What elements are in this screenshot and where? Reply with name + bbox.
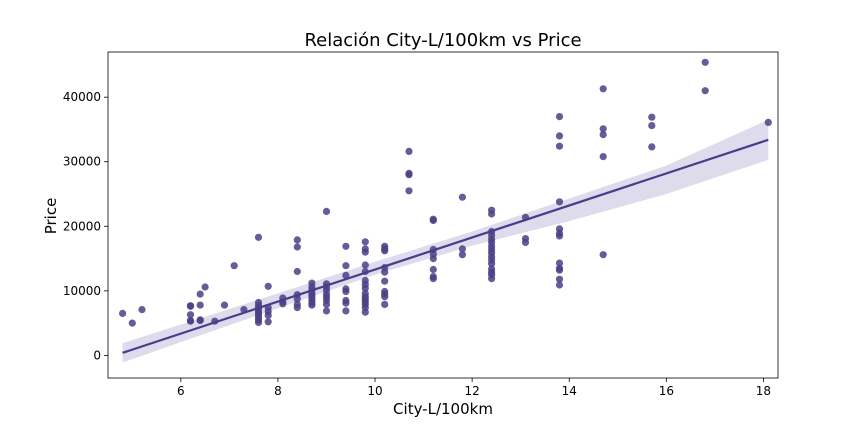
data-point: [488, 260, 496, 268]
data-point: [254, 233, 263, 241]
data-point: [555, 259, 564, 267]
data-point: [555, 266, 564, 274]
data-point: [555, 232, 564, 240]
x-tick-label: 14: [562, 384, 577, 398]
data-point: [342, 307, 350, 315]
data-point: [322, 307, 331, 315]
x-axis-ticks: 6 8 10 12 14 16 18: [177, 378, 771, 398]
data-point: [361, 238, 369, 246]
data-point: [599, 251, 607, 259]
data-point: [342, 242, 350, 250]
data-point: [458, 193, 466, 201]
data-point: [429, 255, 437, 263]
data-point: [458, 245, 466, 253]
data-point: [381, 300, 389, 308]
data-point: [254, 318, 263, 327]
data-point: [648, 143, 656, 151]
data-point: [293, 295, 301, 303]
data-point: [521, 238, 530, 246]
data-point: [201, 283, 209, 291]
data-point: [648, 122, 656, 130]
x-tick-label: 16: [659, 384, 674, 398]
data-point: [648, 113, 656, 121]
data-point: [381, 293, 389, 301]
data-point: [405, 187, 413, 195]
y-axis-ticks: 0 10000 20000 30000 40000: [63, 90, 108, 362]
data-point: [196, 316, 204, 325]
data-points-layer: [119, 58, 772, 327]
data-point: [381, 268, 389, 276]
data-point: [342, 287, 350, 296]
data-point: [381, 247, 389, 255]
data-point: [599, 125, 607, 133]
y-axis-label: Price: [42, 198, 60, 235]
x-tick-label: 6: [177, 384, 185, 398]
data-point: [555, 132, 564, 140]
y-tick-label: 40000: [63, 90, 101, 104]
y-tick-label: 0: [93, 348, 101, 362]
data-point: [381, 277, 389, 285]
data-point: [361, 261, 369, 269]
data-point: [264, 282, 272, 290]
data-point: [488, 275, 496, 283]
data-point: [322, 207, 331, 215]
data-point: [308, 301, 316, 309]
data-point: [599, 153, 607, 161]
data-point: [196, 290, 204, 298]
x-tick-label: 18: [756, 384, 771, 398]
data-point: [196, 301, 204, 309]
data-point: [599, 131, 607, 139]
data-point: [701, 87, 709, 95]
data-point: [230, 262, 238, 270]
data-point: [119, 309, 127, 317]
x-tick-label: 10: [367, 384, 382, 398]
x-axis-label: City-L/100km: [393, 400, 493, 418]
data-point: [322, 300, 331, 308]
y-tick-label: 30000: [63, 155, 101, 169]
data-point: [293, 236, 301, 244]
regression-line: [122, 138, 769, 354]
data-point: [555, 198, 564, 206]
regression-line-layer: [122, 138, 769, 354]
data-point: [764, 118, 772, 126]
plot-frame: [107, 51, 779, 379]
data-point: [128, 319, 136, 327]
data-point: [342, 271, 350, 279]
x-tick-label: 8: [274, 384, 282, 398]
data-point: [186, 302, 195, 310]
data-point: [186, 317, 195, 325]
data-point: [361, 308, 369, 316]
data-point: [186, 311, 195, 319]
data-point: [361, 248, 369, 256]
data-point: [293, 243, 301, 251]
data-point: [264, 318, 272, 326]
data-point: [555, 281, 564, 289]
data-point: [488, 210, 496, 218]
data-point: [293, 304, 301, 312]
data-point: [555, 142, 564, 150]
data-point: [405, 171, 413, 179]
data-point: [429, 275, 437, 283]
data-point: [429, 216, 437, 225]
y-tick-label: 20000: [63, 219, 101, 233]
chart-title: Relación City-L/100km vs Price: [304, 30, 581, 51]
data-point: [293, 267, 301, 276]
data-point: [405, 147, 413, 155]
y-tick-label: 10000: [63, 284, 101, 298]
data-point: [555, 275, 564, 283]
data-point: [138, 306, 146, 314]
data-point: [429, 265, 437, 274]
data-point: [279, 300, 287, 308]
data-point: [458, 251, 466, 259]
data-point: [342, 262, 350, 270]
data-point: [701, 58, 709, 66]
data-point: [264, 311, 272, 319]
data-point: [342, 299, 350, 307]
x-tick-label: 12: [464, 384, 479, 398]
data-point: [220, 301, 229, 309]
data-point: [599, 85, 607, 93]
data-point: [361, 284, 369, 292]
data-point: [555, 113, 564, 121]
